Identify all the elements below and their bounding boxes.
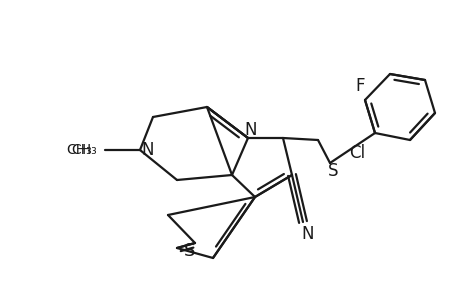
Text: CH₃: CH₃ [71, 143, 97, 157]
Text: S: S [184, 242, 195, 260]
Text: S: S [327, 162, 337, 180]
Text: N: N [301, 225, 313, 243]
Text: N: N [244, 121, 257, 139]
Text: Cl: Cl [348, 144, 364, 162]
Text: F: F [354, 77, 364, 95]
Text: N: N [141, 141, 154, 159]
Text: CH₃: CH₃ [66, 143, 92, 157]
